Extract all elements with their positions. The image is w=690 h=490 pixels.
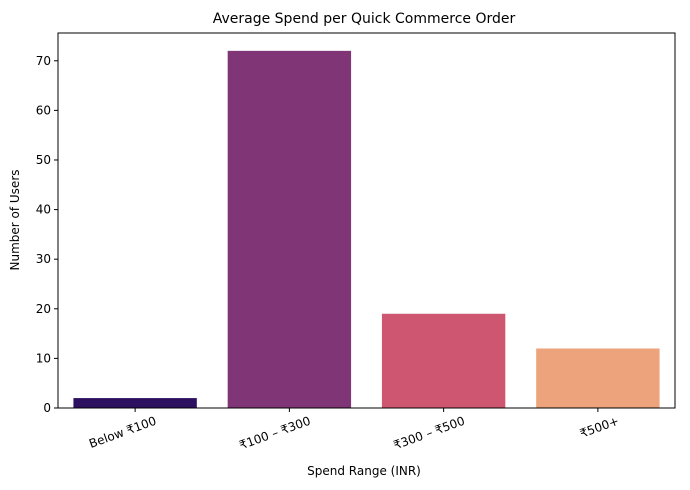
x-tick-label-1: ₹100 – ₹300 — [237, 414, 312, 453]
y-tick-label-5: 50 — [36, 153, 51, 167]
bar-2 — [381, 313, 506, 408]
x-axis-label: Spend Range (INR) — [307, 464, 421, 478]
bar-1 — [227, 50, 352, 408]
bars-layer — [73, 50, 660, 408]
x-ticks: Below ₹100 ₹100 – ₹300 ₹300 – ₹500 ₹500+ — [87, 408, 621, 452]
y-tick-label-1: 10 — [36, 351, 51, 365]
y-tick-label-3: 30 — [36, 252, 51, 266]
y-tick-label-4: 40 — [36, 203, 51, 217]
bar-3 — [536, 348, 660, 408]
chart-title: Average Spend per Quick Commerce Order — [213, 11, 516, 27]
plot-frame — [57, 32, 676, 409]
x-tick-label-3: ₹500+ — [578, 414, 621, 441]
x-tick-label-0: Below ₹100 — [87, 414, 158, 451]
y-tick-label-0: 0 — [43, 401, 51, 415]
x-tick-label-2: ₹300 – ₹500 — [392, 414, 467, 453]
y-tick-label-2: 20 — [36, 302, 51, 316]
bar-0 — [73, 398, 197, 408]
y-tick-label-7: 70 — [36, 54, 51, 68]
y-axis-label: Number of Users — [8, 169, 22, 270]
y-tick-label-6: 60 — [36, 103, 51, 117]
y-ticks: 0 10 20 30 40 50 60 70 — [36, 54, 58, 415]
